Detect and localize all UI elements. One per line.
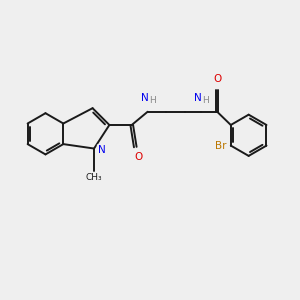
- Text: H: H: [202, 96, 209, 105]
- Text: H: H: [149, 96, 156, 105]
- Text: Br: Br: [215, 141, 226, 151]
- Text: CH₃: CH₃: [86, 173, 102, 182]
- Text: O: O: [213, 74, 221, 84]
- Text: N: N: [194, 94, 202, 103]
- Text: N: N: [98, 145, 105, 155]
- Text: N: N: [141, 94, 148, 103]
- Text: O: O: [134, 152, 142, 162]
